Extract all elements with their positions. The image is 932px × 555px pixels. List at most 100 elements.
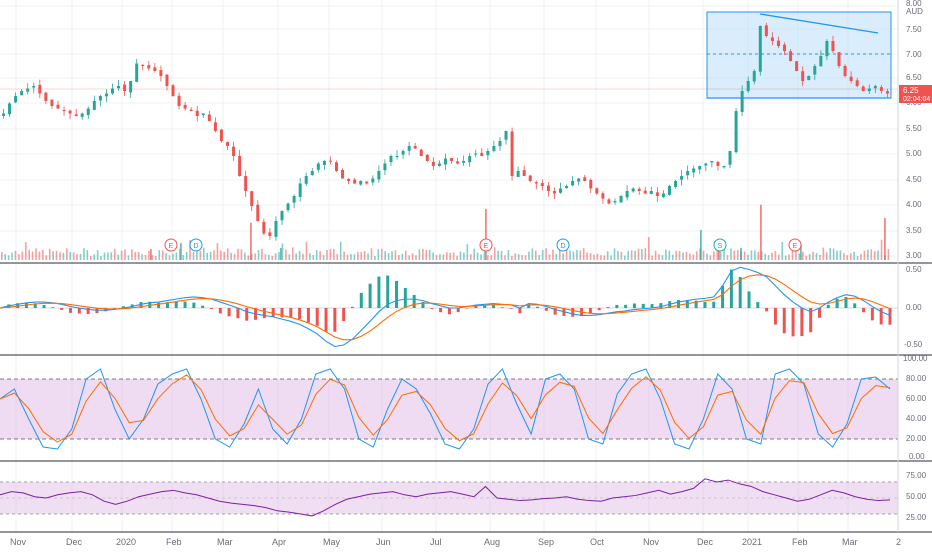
volume-bar [380,248,383,260]
volume-bar [733,250,736,260]
volume-bar [158,250,161,260]
stoch-axis[interactable]: 100.00 80.00 60.00 40.00 20.00 0.00 [903,354,928,461]
candle-body [365,181,369,184]
volume-bar [127,255,130,260]
volume-bar [144,254,147,260]
volume-bar [59,252,61,260]
macd-histogram-bar [500,307,504,308]
candle-body [159,70,163,76]
last-price-tag[interactable]: 6.25 02:04:04 [899,85,932,103]
volume-bar [791,249,794,260]
volume-bar [86,250,89,260]
time-label: Nov [643,537,660,547]
volume-bar [771,252,773,260]
volume-bar [357,252,359,260]
volume-bar [754,250,756,260]
candle-body [516,171,520,177]
candle-body [98,96,102,101]
candle-body [819,56,823,67]
candlesticks[interactable] [2,22,889,241]
volume-bar [415,255,417,260]
volume-bar [586,252,588,260]
event-letter: D [193,243,198,250]
candle-body [795,61,799,71]
volume-bar [487,255,489,260]
volume-bar [576,249,578,260]
volume-bar [387,253,390,260]
macd-histogram-bar [16,303,20,308]
volume-bar [360,252,363,260]
volume-bar [596,253,599,260]
candle-body [171,85,175,96]
volume-bar [822,247,825,260]
volume-bar [329,249,332,260]
macd-histogram-bar [324,308,328,332]
macd-tick: -0.50 [904,340,923,349]
volume-bar [665,249,667,260]
price-axis[interactable]: 8.00 AUD 7.50 7.00 6.50 6.00 5.50 5.00 4… [906,0,923,260]
stoch-k-line [0,368,891,450]
candle-body [383,163,387,171]
macd-axis[interactable]: 0.50 0.00 -0.50 [904,265,923,349]
volume-bar [603,255,606,260]
candle-body [232,146,236,156]
volume-bar [825,252,828,260]
candle-body [855,80,859,86]
volume-bar [38,251,41,260]
volume-bar [315,250,318,260]
macd-histogram-bar [289,308,293,318]
macd-pane[interactable] [0,266,898,348]
price-tick: 4.00 [906,200,922,209]
volume-bar [302,253,304,260]
stochastic-pane[interactable] [0,368,891,450]
volume-bar [319,251,321,260]
volume-bar [452,252,455,260]
macd-histogram-bar [350,306,354,308]
candle-body [219,129,223,141]
volume-bar [422,248,424,260]
volume-bar [202,247,205,260]
volume-bar [90,255,92,260]
volume-bar [555,254,558,260]
volume-bar [124,249,126,260]
volume-bar [795,243,797,260]
volume-bar [637,248,640,260]
time-axis[interactable]: Nov Dec 2020 Feb Mar Apr May Jun Jul Aug… [10,537,901,547]
rsi-band [0,482,898,514]
candle-body [104,93,108,97]
time-label: May [323,537,341,547]
volume-bar [11,252,13,260]
candle-body [153,67,157,71]
candle-body [546,185,550,191]
volume-bar [69,252,72,260]
volume-bar [107,252,109,260]
volume-bar [295,253,297,260]
volume-bar [863,250,866,260]
candle-body [292,196,296,203]
macd-histogram-bar [773,308,777,325]
volume-bar [216,243,219,260]
macd-histogram-bar [544,308,548,311]
macd-histogram-bar [271,308,275,317]
rsi-pane[interactable] [0,478,891,517]
volume-bar [240,249,243,260]
candle-body [686,171,690,176]
candle-body [322,161,326,165]
macd-histogram-bar [624,304,628,308]
rsi-axis[interactable]: 75.00 50.00 25.00 [906,471,927,522]
volume-bar [428,249,431,260]
volume-bar [391,251,393,260]
selection-rectangle[interactable] [706,11,892,99]
volume-bar [196,248,198,260]
volume-bar [278,252,280,260]
candle-body [20,91,24,96]
macd-histogram-bar [456,308,460,313]
trend-line[interactable] [759,13,879,34]
volume-bar [613,248,616,260]
volume-bar [62,252,65,260]
candle-body [764,25,768,36]
volume-bar [230,252,232,260]
